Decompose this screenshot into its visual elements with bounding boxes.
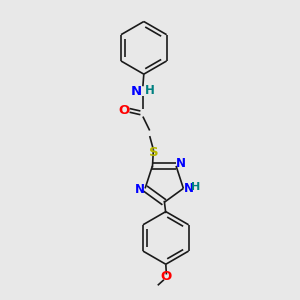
Text: O: O <box>161 270 172 284</box>
Text: N: N <box>135 183 145 196</box>
Text: S: S <box>148 146 158 159</box>
Text: H: H <box>190 182 200 193</box>
Text: N: N <box>184 182 194 195</box>
Text: O: O <box>119 104 130 117</box>
Text: H: H <box>145 84 154 97</box>
Text: N: N <box>176 157 185 170</box>
Text: N: N <box>130 85 142 98</box>
